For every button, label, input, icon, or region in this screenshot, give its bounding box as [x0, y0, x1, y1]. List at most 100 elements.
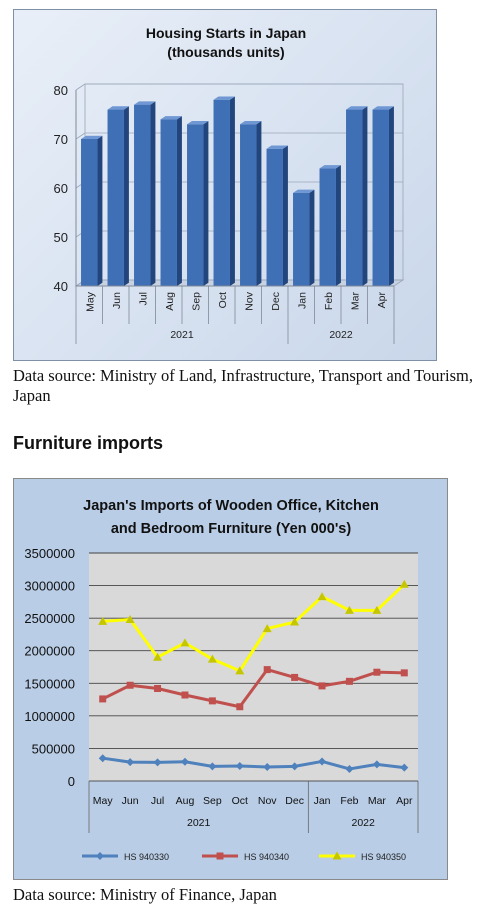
series-line: [102, 583, 406, 673]
bar-side: [229, 96, 235, 286]
bar-top: [240, 121, 262, 125]
chart-title: Housing Starts in Japan: [146, 25, 306, 41]
legend-label: HS 940350: [361, 852, 406, 862]
housing-starts-chart: Housing Starts in Japan (thousands units)…: [13, 9, 437, 361]
x-tick-label: Dec: [285, 795, 304, 807]
x-tick-label: Jul: [151, 795, 164, 807]
data-point: [235, 666, 245, 675]
series-line: [102, 668, 405, 709]
data-point: [126, 681, 134, 689]
bar-side: [256, 121, 262, 286]
data-point: [181, 691, 189, 699]
bar-side: [282, 145, 288, 286]
data-point: [291, 673, 299, 681]
bar-top: [346, 106, 368, 110]
x-tick-label: Jun: [122, 795, 139, 807]
bar: [160, 119, 177, 287]
y-tick-label: 60: [54, 181, 68, 196]
data-point: [99, 695, 107, 703]
y-tick-label: 500000: [32, 741, 75, 756]
furniture-imports-chart: Japan's Imports of Wooden Office, Kitche…: [13, 478, 448, 880]
section-heading-furniture-imports: Furniture imports: [13, 433, 164, 453]
data-point: [263, 666, 271, 674]
gridline-depth: [75, 83, 86, 91]
y-tick-label: 1500000: [24, 676, 75, 691]
furniture-imports-svg: Japan's Imports of Wooden Office, Kitche…: [24, 498, 419, 862]
bar: [107, 109, 124, 286]
bar-top: [81, 135, 103, 139]
data-point: [153, 758, 162, 767]
data-point: [399, 579, 409, 588]
data-point: [154, 684, 162, 692]
data-point: [180, 638, 190, 647]
x-tick-label: Oct: [217, 292, 229, 308]
x-tick-label: Jan: [296, 292, 308, 309]
data-point: [345, 764, 354, 773]
data-point: [345, 677, 353, 685]
data-point: [318, 757, 327, 766]
y-tick-label: 70: [54, 132, 68, 147]
chart-subtitle: and Bedroom Furniture (Yen 000's): [111, 521, 351, 537]
bar-top: [293, 189, 315, 193]
x-tick-label: Dec: [270, 292, 282, 311]
data-point: [126, 758, 135, 767]
bar-top: [107, 106, 129, 110]
bar-side: [150, 101, 156, 287]
y-tick-label: 2000000: [24, 644, 75, 659]
x-tick-label: May: [84, 291, 96, 312]
data-point: [372, 760, 381, 769]
x-tick-label: Feb: [323, 292, 335, 310]
year-group-label: 2022: [351, 817, 375, 829]
bar-side: [309, 189, 315, 286]
plot-area: [89, 553, 418, 781]
legend-marker: [96, 852, 104, 860]
legend-marker: [216, 852, 224, 860]
bar-top: [213, 96, 235, 100]
x-tick-label: Sep: [190, 292, 202, 311]
bar-top: [319, 165, 341, 169]
data-point: [344, 605, 354, 614]
bar-side: [388, 106, 394, 286]
data-point: [125, 614, 135, 623]
data-point: [98, 754, 107, 763]
bar: [213, 99, 230, 286]
x-tick-label: Mar: [368, 795, 387, 807]
year-group-label: 2021: [170, 329, 194, 341]
bar: [81, 139, 98, 286]
x-tick-label: Sep: [203, 795, 222, 807]
x-tick-label: Oct: [232, 795, 248, 807]
x-tick-label: Apr: [396, 795, 413, 807]
housing-starts-svg: Housing Starts in Japan (thousands units)…: [54, 25, 405, 344]
bar: [372, 109, 389, 286]
data-point: [290, 762, 299, 771]
data-point: [180, 757, 189, 766]
data-point: [400, 669, 408, 677]
y-tick-label: 0: [68, 774, 75, 789]
chart-subtitle: (thousands units): [167, 44, 284, 60]
data-point: [153, 652, 163, 661]
bar-side: [362, 106, 368, 286]
chart-title: Japan's Imports of Wooden Office, Kitche…: [83, 498, 379, 514]
y-tick-label: 3500000: [24, 546, 75, 561]
series-line: [102, 756, 405, 771]
bar-side: [123, 106, 129, 286]
x-tick-label: Apr: [376, 292, 388, 309]
bar-top: [160, 116, 182, 120]
x-tick-label: Jul: [137, 292, 149, 305]
bar-top: [266, 145, 288, 149]
bar-top: [187, 121, 209, 125]
data-point: [235, 762, 244, 771]
x-tick-label: Jan: [314, 795, 331, 807]
bar: [319, 168, 336, 286]
data-point: [400, 763, 409, 772]
y-tick-label: 2500000: [24, 611, 75, 626]
bar: [240, 124, 257, 286]
y-tick-label: 50: [54, 230, 68, 245]
data-point: [208, 697, 216, 705]
bar-top: [134, 101, 156, 105]
bar: [266, 148, 283, 286]
x-tick-label: Mar: [349, 292, 361, 311]
data-point: [263, 762, 272, 771]
data-source-housing: Data source: Ministry of Land, Infrastru…: [13, 366, 473, 405]
data-source-finance: Data source: Ministry of Finance, Japan: [13, 885, 277, 904]
